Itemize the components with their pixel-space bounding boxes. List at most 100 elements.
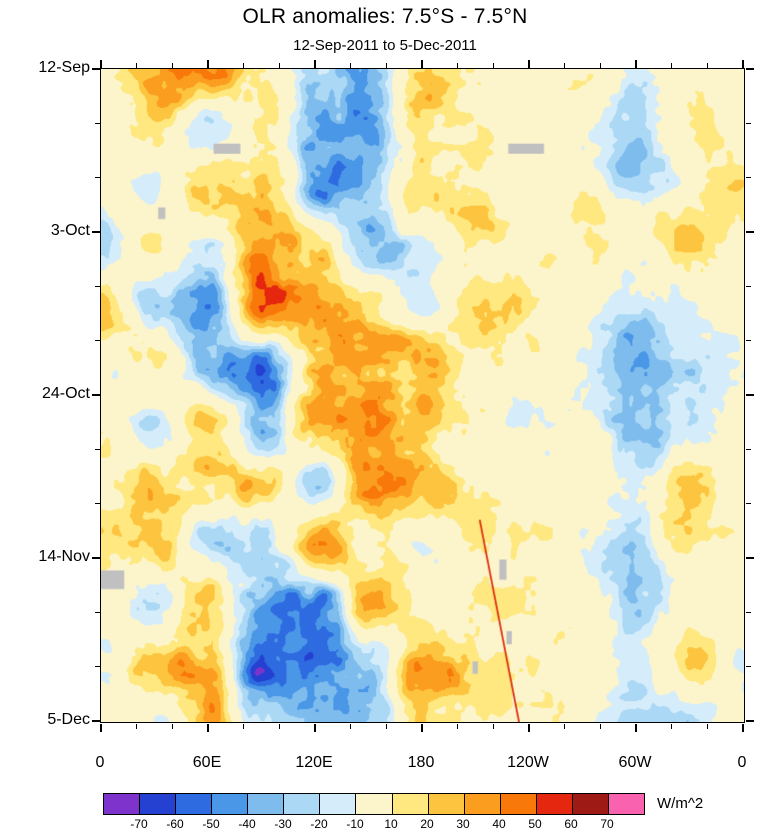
axis-tick bbox=[385, 62, 387, 68]
axis-tick bbox=[91, 68, 100, 70]
colorbar-tick-label: 10 bbox=[384, 817, 398, 831]
axis-tick bbox=[745, 177, 751, 179]
x-axis-tick-label: 0 bbox=[737, 754, 747, 771]
axis-tick bbox=[171, 723, 173, 729]
colorbar-segment bbox=[319, 794, 356, 814]
x-axis-tick-label: 60W bbox=[618, 754, 652, 771]
y-axis-tick-label: 14-Nov bbox=[38, 548, 90, 565]
axis-tick bbox=[742, 723, 744, 732]
colorbar-segment bbox=[283, 794, 320, 814]
colorbar-tick-label: -70 bbox=[130, 817, 148, 831]
colorbar-segment bbox=[175, 794, 212, 814]
axis-tick bbox=[457, 62, 459, 68]
axis-tick bbox=[745, 231, 754, 233]
axis-tick bbox=[745, 557, 754, 559]
axis-tick bbox=[100, 723, 102, 732]
colorbar-tick-label: -10 bbox=[346, 817, 364, 831]
axis-tick bbox=[635, 723, 637, 732]
axis-tick bbox=[671, 62, 673, 68]
x-axis-tick-label: 120E bbox=[295, 754, 333, 771]
y-axis-tick-label: 3-Oct bbox=[50, 222, 90, 239]
colorbar-tick-label: -20 bbox=[310, 817, 328, 831]
axis-tick bbox=[528, 59, 530, 68]
x-axis-tick-label: 180 bbox=[407, 754, 435, 771]
axis-tick bbox=[745, 394, 754, 396]
colorbar-segment bbox=[391, 794, 428, 814]
plot-area bbox=[91, 59, 754, 732]
axis-tick bbox=[745, 285, 751, 287]
axis-tick bbox=[94, 340, 100, 342]
colorbar-segment bbox=[355, 794, 392, 814]
y-axis-tick-label: 5-Dec bbox=[47, 711, 90, 728]
axis-tick bbox=[745, 503, 751, 505]
axis-tick bbox=[207, 723, 209, 732]
axis-tick bbox=[243, 62, 245, 68]
axis-tick bbox=[350, 723, 352, 729]
axis-tick bbox=[742, 59, 744, 68]
colorbar-units-label: W/m^2 bbox=[657, 795, 704, 812]
axis-tick bbox=[91, 720, 100, 722]
axis-tick bbox=[457, 723, 459, 729]
colorbar-tick-label: -60 bbox=[166, 817, 184, 831]
colorbar-segment bbox=[427, 794, 464, 814]
axis-tick bbox=[94, 177, 100, 179]
colorbar-tick-label: 60 bbox=[564, 817, 578, 831]
axis-tick bbox=[492, 723, 494, 729]
axis-tick bbox=[136, 62, 138, 68]
figure-title: OLR anomalies: 7.5°S - 7.5°N bbox=[242, 5, 528, 28]
axis-tick bbox=[91, 231, 100, 233]
colorbar-segment bbox=[535, 794, 572, 814]
heatmap-canvas bbox=[101, 69, 744, 722]
colorbar-tick-label: 40 bbox=[492, 817, 506, 831]
axis-tick bbox=[243, 723, 245, 729]
axis-tick bbox=[564, 723, 566, 729]
colorbar-segment bbox=[607, 794, 644, 814]
axis-tick bbox=[94, 448, 100, 450]
colorbar-segment bbox=[104, 794, 140, 814]
x-axis-tick-label: 120W bbox=[507, 754, 549, 771]
axis-tick bbox=[635, 59, 637, 68]
y-axis-tick-label: 24-Oct bbox=[41, 385, 90, 402]
axis-tick bbox=[671, 723, 673, 729]
axis-tick bbox=[94, 503, 100, 505]
x-axis-tick-label: 0 bbox=[95, 754, 105, 771]
axis-tick bbox=[745, 122, 751, 124]
axis-tick bbox=[100, 59, 102, 68]
colorbar-tick-label: 20 bbox=[420, 817, 434, 831]
axis-tick bbox=[706, 62, 708, 68]
axis-tick bbox=[745, 340, 751, 342]
colorbar-tick-label: -40 bbox=[238, 817, 256, 831]
colorbar-tick-label: -30 bbox=[274, 817, 292, 831]
colorbar-segment bbox=[463, 794, 500, 814]
axis-tick bbox=[136, 723, 138, 729]
axis-tick bbox=[94, 122, 100, 124]
axis-tick bbox=[314, 59, 316, 68]
x-axis-tick-label: 60E bbox=[192, 754, 222, 771]
colorbar-segment bbox=[211, 794, 248, 814]
axis-tick bbox=[94, 611, 100, 613]
axis-tick bbox=[385, 723, 387, 729]
axis-tick bbox=[94, 666, 100, 668]
axis-tick bbox=[171, 62, 173, 68]
colorbar-segment bbox=[139, 794, 176, 814]
axis-tick bbox=[599, 62, 601, 68]
axis-tick bbox=[706, 723, 708, 729]
figure-subtitle: 12-Sep-2011 to 5-Dec-2011 bbox=[293, 37, 477, 54]
axis-tick bbox=[278, 62, 280, 68]
axis-tick bbox=[745, 448, 751, 450]
axis-tick bbox=[745, 720, 754, 722]
axis-tick bbox=[745, 68, 754, 70]
axis-tick bbox=[745, 666, 751, 668]
y-axis-tick-label: 12-Sep bbox=[38, 59, 90, 76]
axis-tick bbox=[421, 59, 423, 68]
axis-tick bbox=[314, 723, 316, 732]
colorbar-tick-label: -50 bbox=[202, 817, 220, 831]
colorbar-segment bbox=[247, 794, 284, 814]
axis-tick bbox=[492, 62, 494, 68]
colorbar-segment bbox=[499, 794, 536, 814]
axis-tick bbox=[745, 611, 751, 613]
colorbar-tick-label: 70 bbox=[600, 817, 614, 831]
axis-tick bbox=[564, 62, 566, 68]
axis-tick bbox=[599, 723, 601, 729]
